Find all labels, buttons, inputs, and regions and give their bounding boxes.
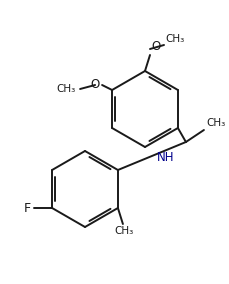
Text: F: F — [24, 202, 31, 214]
Text: CH₃: CH₃ — [205, 118, 224, 128]
Text: CH₃: CH₃ — [57, 84, 76, 94]
Text: O: O — [150, 40, 160, 53]
Text: NH: NH — [156, 151, 174, 164]
Text: CH₃: CH₃ — [114, 226, 133, 236]
Text: CH₃: CH₃ — [164, 34, 183, 44]
Text: O: O — [90, 78, 100, 91]
